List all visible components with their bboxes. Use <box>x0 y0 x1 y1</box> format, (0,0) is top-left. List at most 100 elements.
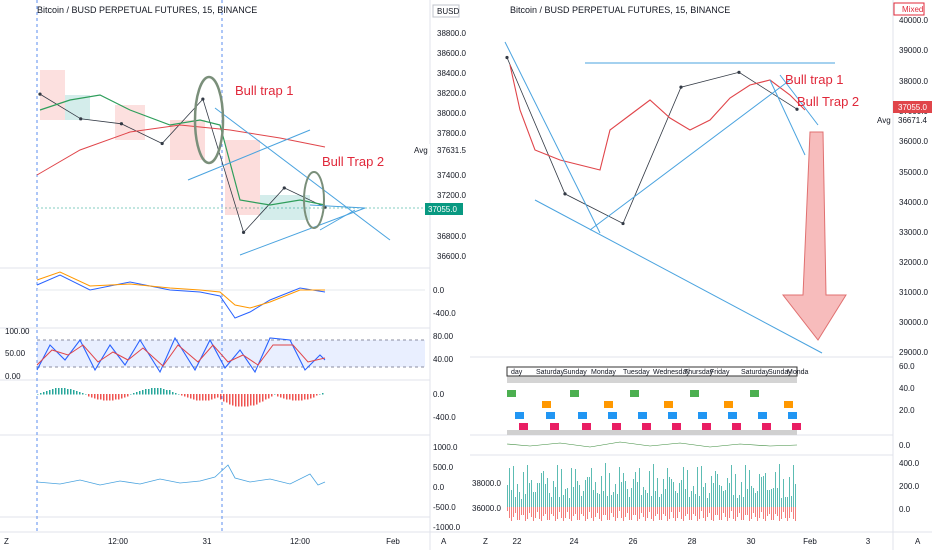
hist-bar <box>241 394 243 407</box>
volume-bar-down <box>657 507 658 514</box>
day-badge <box>668 412 677 419</box>
left-zoom-z[interactable]: Z <box>4 537 9 546</box>
volume-bar-down <box>693 507 694 514</box>
volume-bar-down <box>679 507 680 512</box>
volume-bar <box>735 474 736 507</box>
right-price-point <box>505 55 509 60</box>
volume-bar-down <box>727 507 728 521</box>
currency-badge[interactable] <box>432 4 460 18</box>
hist-bar <box>151 388 153 395</box>
volume-bar <box>741 482 742 507</box>
volume-bar-down <box>527 507 528 519</box>
volume-bar <box>713 483 714 507</box>
hist-bar <box>235 394 237 407</box>
hist-bar <box>277 394 279 397</box>
hist-bar <box>73 390 75 395</box>
volume-bar <box>683 467 684 507</box>
volume-bar <box>539 483 540 507</box>
volume-bar <box>595 482 596 507</box>
volume-bar-down <box>619 507 620 511</box>
volume-bar-down <box>609 507 610 520</box>
volume-bar-down <box>721 507 722 520</box>
left-price-tick: 38600.0 <box>437 49 466 58</box>
volume-bar <box>527 465 528 507</box>
volume-bar <box>749 470 750 507</box>
hist-bar <box>70 389 72 395</box>
mixed-badge[interactable] <box>893 2 925 16</box>
volume-bar-down <box>765 507 766 521</box>
hist-bar <box>247 394 249 407</box>
volume-bar <box>775 472 776 507</box>
hist-bar <box>154 388 156 395</box>
volume-bar <box>707 498 708 507</box>
volume-bar <box>617 494 618 507</box>
volume-bar-down <box>611 507 612 513</box>
volume-bar <box>523 472 524 507</box>
volume-bar-down <box>569 507 570 519</box>
day-badge <box>758 412 767 419</box>
volume-bar <box>587 477 588 507</box>
hist-bar <box>37 394 39 395</box>
hist-bar <box>85 394 87 395</box>
volume-bar <box>773 488 774 507</box>
volume-bar <box>621 482 622 507</box>
volume-bar <box>653 464 654 507</box>
volume-bar-down <box>519 507 520 520</box>
left-auto-a[interactable]: A <box>441 537 447 546</box>
volume-bar <box>509 468 510 507</box>
left-last-price-tag <box>425 203 463 215</box>
volume-bar-down <box>773 507 774 520</box>
day-badge <box>784 401 793 408</box>
cci-tick: 0.0 <box>433 483 445 492</box>
volume-bar <box>559 497 560 507</box>
volume-bar-down <box>601 507 602 521</box>
volume-bar-down <box>665 507 666 516</box>
left-price-point <box>241 230 246 234</box>
volume-bar <box>681 480 682 507</box>
avg-tag <box>415 144 430 156</box>
right-price-point <box>621 221 625 226</box>
right-annotation-trap1: Bull trap 1 <box>785 72 844 87</box>
volume-bar-down <box>563 507 564 521</box>
volume-bar <box>637 482 638 507</box>
right-zoom-z[interactable]: Z <box>483 537 488 546</box>
volume-bar <box>639 468 640 507</box>
left-last-price: 37055.0 <box>428 205 457 214</box>
hist-bar <box>184 394 186 397</box>
mixed-label: Mixed <box>902 5 923 14</box>
hist-bar <box>190 394 192 399</box>
volume-bar-down <box>661 507 662 520</box>
hist-bar <box>64 388 66 395</box>
volume-bar <box>723 491 724 507</box>
volume-bar-down <box>771 507 772 520</box>
volume-bar-down <box>537 507 538 512</box>
volume-bar <box>609 473 610 507</box>
left-trap2-ellipse <box>303 171 325 229</box>
volume-bar <box>783 479 784 507</box>
volume-bar-down <box>631 507 632 520</box>
volume-bar-down <box>511 507 512 521</box>
volume-bar-down <box>641 507 642 513</box>
volume-bar-down <box>757 507 758 521</box>
hist-bar <box>100 394 102 400</box>
volume-bar <box>533 492 534 507</box>
volume-bar-down <box>651 507 652 519</box>
volume-bar <box>641 495 642 507</box>
volume-bar-down <box>793 507 794 519</box>
right-trendlines <box>504 41 835 354</box>
hist-bar <box>187 394 189 398</box>
currency-label: BUSD <box>437 7 459 16</box>
hist-bar <box>304 394 306 400</box>
right-auto-a[interactable]: A <box>915 537 921 546</box>
volume-bar <box>593 490 594 507</box>
volume-bar <box>549 493 550 507</box>
day-badge <box>788 412 797 419</box>
sub3-tick: 0.0 <box>899 505 911 514</box>
volume-bar-down <box>733 507 734 519</box>
volume-bar <box>551 497 552 507</box>
hist-bar <box>220 394 222 400</box>
volume-bar <box>517 484 518 507</box>
right-down-arrow <box>781 131 847 341</box>
volume-bar-down <box>643 507 644 517</box>
volume-bar <box>757 491 758 507</box>
